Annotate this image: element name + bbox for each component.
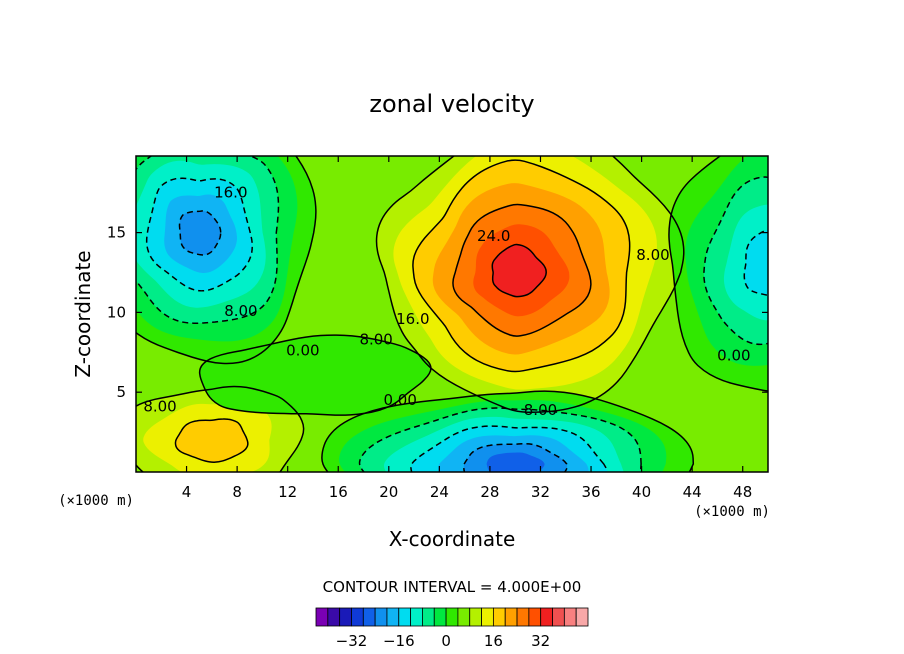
contour-interval-label: CONTOUR INTERVAL = 4.000E+00	[323, 578, 582, 596]
colorbar-label-1: −16	[383, 632, 415, 650]
colorbar-label-0: −32	[336, 632, 368, 650]
y-axis-ticks: 5 10 15	[107, 224, 768, 401]
x-tick-label-7: 32	[531, 483, 550, 501]
colorbar-swatch-11	[445, 607, 459, 627]
colorbar-swatch-7	[398, 607, 412, 627]
contour-fill-left-low-positive-2	[175, 418, 248, 463]
contour-line-upper-jet-2	[412, 159, 631, 373]
contour-line-lower-negative-4	[410, 425, 609, 472]
contour-label-6: 24.0	[477, 227, 510, 245]
y-tick-label-0: 5	[116, 383, 126, 401]
contour-line-upper-left-negative-6	[178, 210, 222, 256]
x-tick-label-9: 40	[632, 483, 651, 501]
x-axis-title: X-coordinate	[389, 527, 516, 551]
contour-line-lower-negative-0	[321, 390, 695, 472]
colorbar-swatch-13	[469, 607, 482, 627]
x-tick-label-5: 24	[430, 483, 449, 501]
y-unit-label: (×1000 m)	[58, 493, 134, 509]
x-tick-label-0: 4	[182, 483, 192, 501]
x-unit-label: (×1000 m)	[694, 504, 770, 520]
contour-label-9: 8.00	[636, 246, 669, 264]
x-tick-label-10: 44	[683, 483, 702, 501]
contour-fill-lower-negative-7	[486, 452, 545, 472]
contour-line-left-low-positive-2	[174, 418, 249, 463]
contour-line-upper-jet-4	[452, 203, 592, 337]
colorbar: −32 −16 0 16 32	[315, 607, 589, 650]
colorbar-swatch-8	[410, 607, 423, 627]
colorbar-swatch-4	[362, 607, 376, 627]
colorbar-swatch-20	[552, 607, 565, 627]
contour-line-right-negative-2	[703, 176, 768, 346]
colorbar-swatch-12	[457, 607, 471, 627]
colorbar-swatch-19	[540, 607, 553, 627]
x-axis-ticks: 4 8 12 16 20 24 28 32 36 40 44 48	[182, 156, 752, 501]
contour-line-upper-left-negative-0	[136, 156, 317, 365]
contour-label-5: 8.00	[359, 331, 392, 349]
colorbar-label-2: 0	[441, 632, 451, 650]
contour-line-mid-band-0	[198, 334, 432, 416]
x-tick-label-3: 16	[329, 483, 348, 501]
colorbar-swatch-15	[492, 607, 506, 627]
plot-area: 16.08.000.008.0016.08.0024.00.008.008.00…	[136, 156, 768, 472]
colorbar-label-4: 32	[531, 632, 550, 650]
contour-line-upper-left-negative-2	[136, 156, 280, 324]
contour-line-upper-left-negative-4	[145, 177, 253, 292]
contour-label-0: 16.0	[214, 184, 247, 202]
contour-labels: 16.08.000.008.0016.08.0024.00.008.008.00…	[143, 184, 750, 419]
colorbar-swatch-18	[528, 607, 542, 627]
contour-label-3: 8.00	[143, 398, 176, 416]
colorbar-swatch-2	[339, 607, 352, 627]
colorbar-swatch-3	[351, 607, 364, 627]
colorbar-swatch-22	[575, 607, 589, 627]
x-tick-label-4: 20	[379, 483, 398, 501]
contour-label-10: 0.00	[717, 346, 750, 364]
contour-label-2: 0.00	[286, 342, 319, 360]
contour-line-lower-negative-6	[463, 442, 568, 472]
contour-fill-upper-left-negative-6	[179, 210, 221, 255]
contour-fill-right-negative-4	[744, 229, 768, 296]
colorbar-swatch-5	[374, 607, 388, 627]
y-tick-label-1: 10	[107, 303, 126, 321]
colorbar-swatch-17	[516, 607, 530, 627]
x-tick-label-2: 12	[278, 483, 297, 501]
plot-frame	[135, 155, 769, 473]
contour-fill-upper-jet-6	[492, 244, 547, 297]
contour-fill-layers	[136, 156, 768, 472]
y-tick-label-2: 15	[107, 224, 126, 242]
colorbar-swatch-10	[433, 607, 447, 627]
colorbar-swatch-16	[504, 607, 518, 627]
colorbar-swatch-14	[481, 607, 494, 627]
colorbar-swatch-0	[315, 607, 329, 627]
colorbar-swatch-9	[422, 607, 435, 627]
contour-lines	[136, 156, 768, 472]
colorbar-swatch-1	[327, 607, 341, 627]
contour-label-4: 16.0	[396, 310, 429, 328]
x-tick-label-8: 36	[581, 483, 600, 501]
x-tick-label-6: 28	[480, 483, 499, 501]
contour-label-8: 8.00	[524, 401, 557, 419]
contour-line-upper-jet-6	[491, 243, 547, 298]
chart-title: zonal velocity	[369, 90, 534, 118]
x-tick-label-11: 48	[733, 483, 752, 501]
x-tick-label-1: 8	[232, 483, 242, 501]
y-axis-title: Z-coordinate	[71, 250, 95, 377]
contour-label-7: 0.00	[383, 391, 416, 409]
contour-line-left-low-positive-0	[136, 385, 305, 472]
contour-label-1: 8.00	[224, 302, 257, 320]
colorbar-swatch-6	[386, 607, 400, 627]
colorbar-label-3: 16	[484, 632, 503, 650]
contour-line-right-negative-0	[668, 156, 768, 392]
colorbar-swatch-21	[563, 607, 577, 627]
